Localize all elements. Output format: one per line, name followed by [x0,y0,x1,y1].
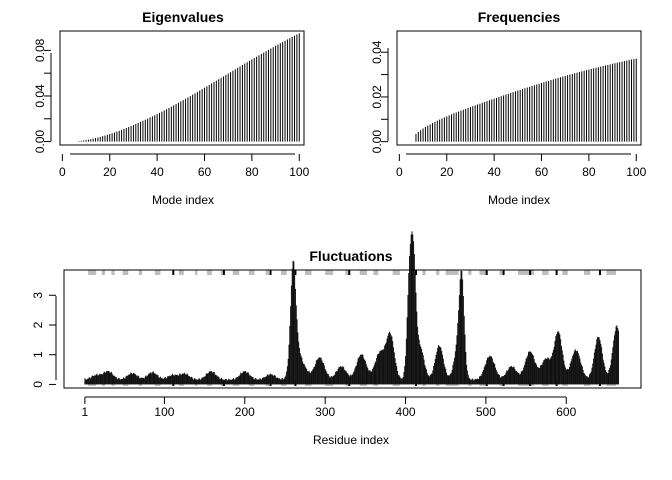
sse-marker [348,270,351,275]
fluctuations-y-axis: 0 1 2 3 [31,292,57,388]
frequencies-plot-frame [396,30,642,146]
sse-segment [468,270,472,275]
x-tick-label: 0 [59,165,66,179]
eigenvalues-x-axis: 0 20 40 60 80 100 [59,153,310,179]
sse-segment [154,270,161,275]
frequencies-y-axis: 0.00 0.02 0.04 [370,40,389,154]
sse-segment [280,270,287,275]
frequencies-panel: Frequencies 0 20 40 60 80 100 0.00 0.02 0.04 Mo… [370,9,647,207]
frequencies-x-axis: 0 20 40 60 80 100 [396,153,647,179]
y-tick-label: 0.08 [33,38,47,62]
sse-segment [248,270,255,275]
sse-segment [122,270,129,275]
eigenvalues-x-label: Mode index [152,193,214,207]
sse-marker [222,270,225,275]
sse-segment [345,270,351,275]
sse-segment [583,270,591,275]
sse-marker [555,270,558,275]
frequencies-bars [401,58,637,142]
x-tick-label: 500 [476,405,496,419]
sse-segment [479,270,487,275]
eigenvalues-bars [64,33,300,142]
y-tick-label: 2 [31,321,45,328]
y-tick-label: 0.04 [33,84,47,108]
x-tick-label: 40 [150,165,164,179]
sse-segment [232,270,240,275]
y-tick-label: 3 [31,292,45,299]
sse-segment [562,270,568,275]
fluctuations-title: Fluctuations [309,248,392,264]
y-tick-label: 1 [31,351,45,358]
x-tick-label: 100 [289,165,309,179]
x-tick-label: 100 [626,165,646,179]
fluctuations-bars [84,231,619,385]
fluctuations-panel: Fluctuations 1 100 200 300 400 500 600 0 1 2 3 Re… [31,231,642,447]
eigenvalues-title: Eigenvalues [142,9,224,25]
sse-segment [373,270,379,275]
sse-segment [436,270,440,275]
x-tick-label: 80 [245,165,259,179]
sse-segment [265,270,269,275]
sse-segment [305,270,312,275]
sse-segment [392,270,400,275]
x-tick-label: 400 [396,405,416,419]
x-tick-label: 20 [440,165,454,179]
sse-segment [111,270,115,275]
sse-segment [445,270,459,275]
sse-segment [499,270,503,275]
eigenvalues-plot-frame [59,30,305,146]
x-tick-label: 300 [315,405,335,419]
sse-marker [172,270,175,275]
x-tick-label: 100 [154,405,174,419]
x-tick-label: 80 [582,165,596,179]
x-tick-label: 1 [82,405,89,419]
sse-marker [599,270,602,275]
x-tick-label: 20 [103,165,117,179]
sse-segment [88,270,97,275]
x-tick-label: 0 [396,165,403,179]
sse-segment [207,270,212,275]
sse-segment [606,270,617,275]
sse-marker [529,270,532,275]
sse-marker [269,270,272,275]
sse-segment [138,270,142,275]
sse-marker [294,270,297,275]
y-tick-label: 0.00 [33,130,47,154]
sse-marker [485,270,488,275]
sse-segment [220,270,224,275]
sse-segment [194,270,198,275]
sse-segment [542,270,549,275]
sse-segment [518,270,535,275]
eigenvalues-y-axis: 0.00 0.04 0.08 [33,38,52,154]
fluctuations-sse-top-track [88,270,617,275]
y-tick-label: 0.04 [370,40,384,64]
x-tick-label: 60 [535,165,549,179]
eigenvalues-panel: Eigenvalues 0 20 40 60 80 100 0.00 0.04 0.08 Mo… [33,9,310,207]
sse-segment [101,270,105,275]
y-tick-label: 0 [31,381,45,388]
fluctuations-plot-frame [63,269,642,389]
y-tick-label: 0.02 [370,85,384,109]
sse-segment [325,270,334,275]
sse-marker [414,270,417,275]
sse-marker [502,270,505,275]
x-tick-label: 600 [556,405,576,419]
frequencies-x-label: Mode index [488,193,550,207]
fluctuations-x-axis: 1 100 200 300 400 500 600 [82,396,577,419]
sse-segment [422,270,426,275]
x-tick-label: 60 [198,165,212,179]
x-tick-label: 40 [487,165,501,179]
y-tick-label: 0.00 [370,130,384,154]
fluctuations-x-label: Residue index [313,433,389,447]
sse-segment [359,270,367,275]
frequencies-title: Frequencies [478,9,561,25]
sse-segment [178,270,184,275]
x-tick-label: 200 [235,405,255,419]
